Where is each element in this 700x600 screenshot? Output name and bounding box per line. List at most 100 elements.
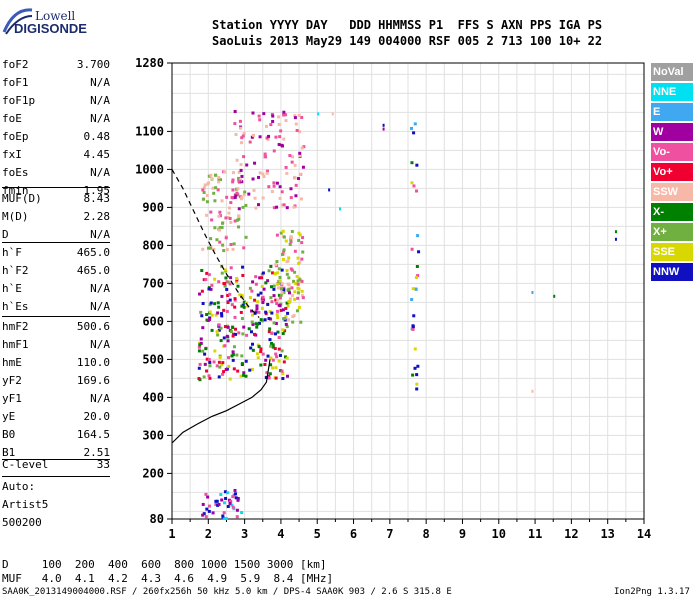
echo-point [266, 302, 270, 306]
echo-point [270, 285, 274, 289]
echo-point [276, 271, 280, 275]
echo-point [231, 247, 235, 251]
echo-point [234, 280, 238, 284]
echo-point [280, 268, 284, 272]
echo-point [415, 382, 419, 386]
echo-point [298, 278, 302, 282]
param-row: MUF(D) 8.43 [2, 190, 110, 208]
echo-point [224, 216, 228, 220]
echo-point [233, 219, 237, 223]
echo-point [287, 291, 291, 295]
echo-point [224, 496, 228, 500]
param-divider [2, 476, 110, 477]
echo-point [204, 515, 208, 519]
echo-point [284, 314, 288, 318]
param-row: h`E N/A [2, 280, 110, 298]
echo-point [412, 184, 416, 188]
echo-point [210, 328, 214, 332]
echo-point [243, 190, 247, 194]
param-row: B1 2.51 [2, 444, 110, 462]
echo-point [215, 499, 219, 503]
param-name: fxI [2, 148, 22, 161]
echo-point [209, 246, 213, 250]
echo-point [265, 169, 269, 173]
echo-point [232, 171, 236, 175]
echo-point [272, 287, 276, 291]
echo-point [269, 123, 273, 127]
echo-point [267, 134, 271, 138]
echo-point [213, 199, 217, 203]
echo-point [271, 358, 275, 362]
echo-point [300, 289, 304, 293]
echo-point [264, 310, 268, 314]
echo-point [415, 189, 419, 193]
echo-point [415, 163, 419, 167]
echo-point [284, 306, 288, 310]
echo-point [317, 112, 320, 116]
echo-point [265, 371, 269, 375]
echo-point [215, 364, 219, 368]
echo-point [278, 185, 282, 189]
echo-point [225, 195, 229, 199]
echo-point [266, 279, 270, 283]
echo-point [229, 201, 233, 205]
echo-point [297, 238, 301, 242]
echo-point [410, 161, 414, 165]
echo-point [200, 314, 204, 318]
echo-point [293, 270, 297, 274]
param-value: N/A [90, 112, 110, 125]
echo-point [248, 368, 252, 372]
echo-point [201, 326, 205, 330]
echo-point [279, 302, 283, 306]
echo-point [242, 373, 246, 377]
echo-point [297, 305, 301, 309]
param-row: hmF1 N/A [2, 336, 110, 354]
echo-point [222, 370, 226, 374]
echo-point [211, 511, 215, 515]
echo-point [410, 181, 414, 185]
echo-point [228, 282, 232, 286]
echo-point [271, 119, 275, 123]
echo-point [225, 334, 229, 338]
echo-point [234, 193, 238, 197]
echo-point [239, 374, 243, 378]
echo-point [270, 300, 274, 304]
y-tick-label: 200 [142, 466, 164, 480]
echo-point [213, 226, 217, 230]
echo-point [209, 301, 213, 305]
echo-point [239, 126, 243, 130]
echo-point [415, 387, 419, 391]
echo-point [220, 363, 224, 367]
param-row: foF1p N/A [2, 92, 110, 110]
param-name: foF1p [2, 94, 36, 107]
echo-point [294, 194, 298, 198]
echo-point [258, 135, 262, 139]
echo-point [286, 304, 290, 308]
echo-point [274, 352, 278, 356]
echo-point [413, 366, 417, 370]
echo-point [245, 333, 249, 337]
echo-point [251, 177, 255, 181]
echo-point [274, 263, 278, 267]
echo-point [289, 235, 293, 239]
echo-point [212, 247, 216, 251]
y-tick-label: 1280 [135, 56, 164, 70]
echo-point [280, 287, 284, 291]
echo-point [226, 505, 230, 509]
echo-point [269, 296, 273, 300]
y-tick-label: 1000 [135, 162, 164, 176]
echo-point [414, 287, 418, 291]
legend-item: SSW [651, 183, 693, 201]
echo-point [235, 353, 239, 357]
echo-point [297, 113, 301, 117]
header-labels: Station YYYY DAY DDD HHMMSS P1 FFS S AXN… [212, 18, 603, 32]
x-tick-label: 11 [528, 527, 542, 541]
echo-point [237, 207, 241, 211]
echo-point [207, 509, 211, 513]
echo-point [296, 256, 300, 260]
param-name: h`F [2, 246, 22, 259]
echo-point [227, 364, 231, 368]
echo-point [212, 191, 216, 195]
echo-point [222, 282, 226, 286]
profile-line [171, 359, 271, 444]
